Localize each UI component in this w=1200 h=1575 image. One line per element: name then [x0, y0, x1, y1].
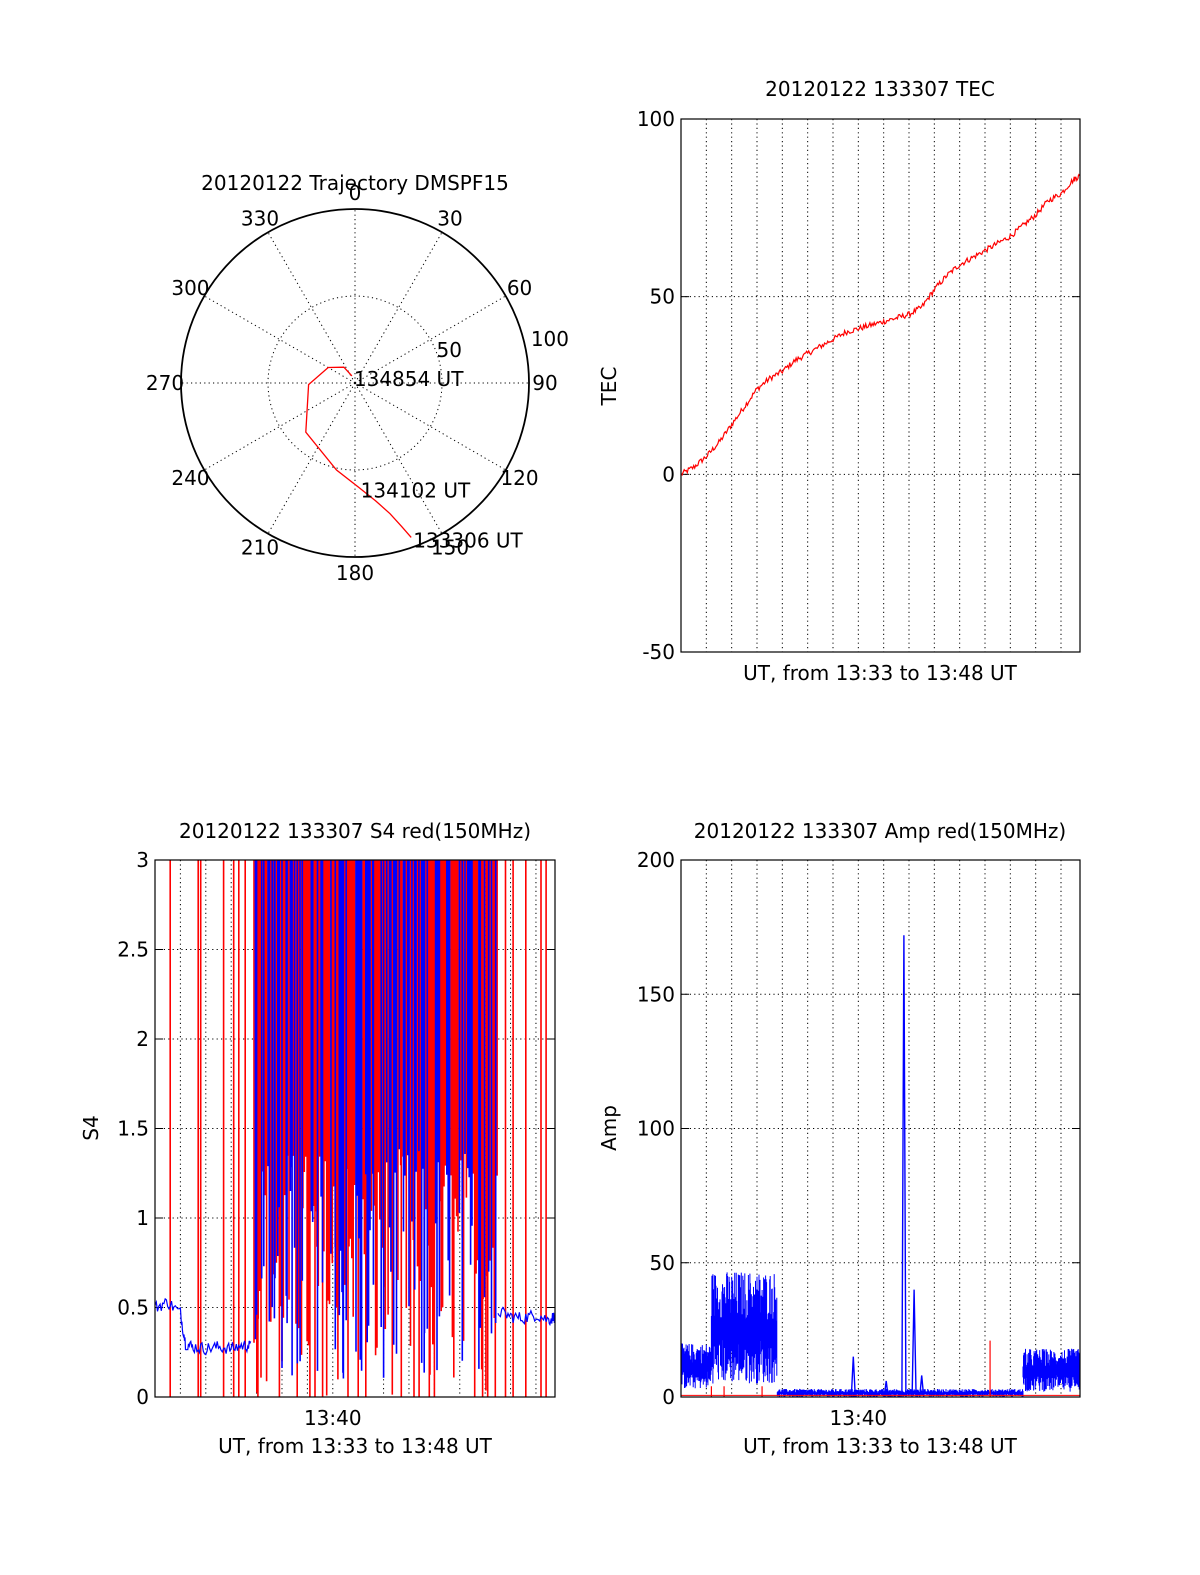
- polar-angle-label: 330: [241, 206, 279, 230]
- polar-angle-label: 0: [349, 181, 362, 205]
- polar-inner-circle: [267, 295, 443, 471]
- polar-time-annotation: 134102 UT: [361, 478, 471, 502]
- polar-angle-labels: 0 30 60 90 120 150 180 210 240 270 300 330: [146, 181, 558, 585]
- s4-xlabel: UT, from 13:33 to 13:48 UT: [218, 1434, 493, 1458]
- amp-series: [680, 935, 1081, 1398]
- amp-blue-peak: [883, 1380, 889, 1398]
- s4-y-tick-label: 0.5: [117, 1296, 149, 1320]
- tec-grid: [681, 119, 1080, 652]
- polar-trajectory-line: [305, 366, 412, 538]
- tec-y-tick-label: 0: [662, 462, 675, 486]
- amp-blue-trace: [680, 1272, 1081, 1397]
- amp-y-tick-label: 150: [637, 982, 675, 1006]
- s4-ylabel: S4: [79, 1115, 103, 1140]
- amp-plot-frame: [680, 859, 1081, 1398]
- polar-grid: [180, 208, 530, 558]
- tec-y-tick-label: 50: [650, 285, 675, 309]
- s4-plot-frame: [154, 859, 556, 1398]
- polar-angle-label: 210: [241, 536, 279, 560]
- polar-spoke: [267, 232, 356, 384]
- polar-time-annotation: 134854 UT: [354, 367, 464, 391]
- polar-angle-label: 150: [431, 536, 469, 560]
- polar-annotations: 134854 UT 134102 UT 133306 UT: [354, 367, 524, 552]
- amp-y-tick-label: 50: [650, 1251, 675, 1275]
- s4-blue-spikes: [254, 860, 497, 1379]
- polar-angle-label: 60: [507, 276, 532, 300]
- amp-ylabel: Amp: [597, 1105, 621, 1151]
- polar-radius-label: 50: [437, 338, 462, 362]
- polar-spoke: [204, 382, 356, 471]
- polar-trajectory-chart: 20120122 Trajectory DMSPF15 0 30 60 90 120 15…: [146, 171, 569, 585]
- tec-y-tick-labels: -50 0 50 100: [637, 107, 1080, 664]
- tec-series: [680, 173, 1081, 477]
- polar-title: 20120122 Trajectory DMSPF15: [201, 171, 509, 195]
- polar-angle-label: 180: [336, 561, 374, 585]
- s4-y-tick-label: 1: [136, 1206, 149, 1230]
- polar-angle-label: 30: [437, 206, 462, 230]
- polar-spoke: [204, 295, 356, 384]
- s4-blue-trace-1: [497, 1306, 555, 1327]
- amp-title: 20120122 133307 Amp red(150MHz): [694, 819, 1066, 843]
- amp-y-tick-label: 0: [662, 1385, 675, 1409]
- amp-chart: 20120122 133307 Amp red(150MHz) 13:40 UT…: [597, 819, 1081, 1458]
- tec-chart: 20120122 133307 TEC UT, from 13:33 to 13…: [597, 77, 1081, 685]
- amp-xtick-label: 13:40: [830, 1406, 888, 1430]
- amp-blue-peak: [850, 1356, 856, 1398]
- polar-time-annotation: 133306 UT: [413, 528, 523, 552]
- polar-outer-circle: [180, 208, 530, 558]
- polar-spoke: [354, 382, 506, 471]
- polar-spoke: [354, 382, 443, 534]
- tec-title: 20120122 133307 TEC: [765, 77, 995, 101]
- polar-angle-label: 270: [146, 371, 184, 395]
- s4-series: [154, 860, 555, 1397]
- polar-spoke: [267, 382, 356, 534]
- amp-grid: [681, 860, 1080, 1397]
- s4-blue-trace-0: [154, 1297, 252, 1356]
- amp-blue-peak: [911, 1289, 917, 1398]
- polar-radius-label: 100: [531, 327, 569, 351]
- amp-blue-peak: [919, 1375, 925, 1398]
- polar-trajectory: [305, 366, 412, 538]
- tec-xlabel: UT, from 13:33 to 13:48 UT: [743, 661, 1018, 685]
- polar-angle-label: 120: [500, 466, 538, 490]
- s4-y-tick-label: 2: [136, 1027, 149, 1051]
- s4-y-tick-label: 3: [136, 848, 149, 872]
- tec-plot-frame: [680, 118, 1081, 653]
- s4-chart: 20120122 133307 S4 red(150MHz) 13:40 UT,…: [79, 819, 556, 1458]
- amp-y-tick-label: 100: [637, 1117, 675, 1141]
- tec-ylabel: TEC: [597, 367, 621, 407]
- s4-xtick-label: 13:40: [304, 1406, 362, 1430]
- polar-angle-label: 90: [532, 371, 557, 395]
- s4-title: 20120122 133307 S4 red(150MHz): [179, 819, 531, 843]
- polar-angle-label: 300: [171, 276, 209, 300]
- s4-y-tick-label: 1.5: [117, 1117, 149, 1141]
- s4-y-tick-label: 2.5: [117, 938, 149, 962]
- tec-line: [680, 173, 1081, 477]
- s4-y-tick-label: 0: [136, 1385, 149, 1409]
- tec-y-tick-label: -50: [642, 640, 675, 664]
- polar-angle-label: 240: [171, 466, 209, 490]
- polar-radius-labels: 50 100: [437, 327, 569, 362]
- polar-spoke: [354, 232, 443, 384]
- tec-y-tick-label: 100: [637, 107, 675, 131]
- amp-xlabel: UT, from 13:33 to 13:48 UT: [743, 1434, 1018, 1458]
- amp-blue-peak: [901, 935, 907, 1398]
- amp-y-tick-label: 200: [637, 848, 675, 872]
